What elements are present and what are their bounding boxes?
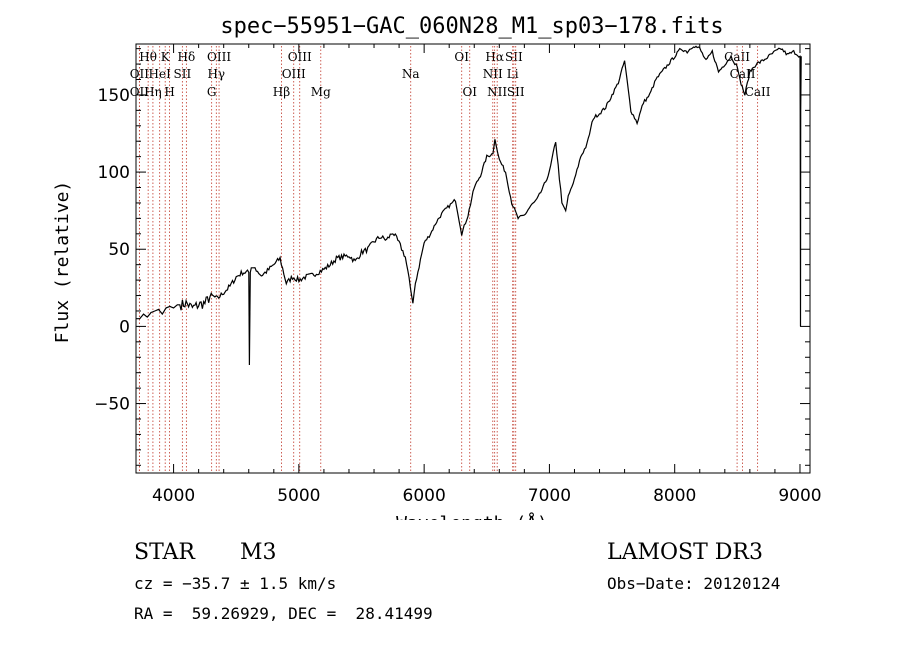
plot-axes: 4000 5000 6000 7000 8000 9000 −50 0 50 100 150 [94, 43, 822, 506]
line-label-9: OIII [207, 50, 231, 64]
x-tick-label-3: 7000 [528, 486, 571, 506]
line-label-4: Hη [144, 85, 162, 99]
y-axis-label: Flux (relative) [52, 181, 73, 344]
line-label-23: Li [507, 67, 519, 81]
line-label-18: OI [462, 85, 477, 99]
line-label-14: OIII [282, 67, 306, 81]
line-label-27: CaII [745, 85, 771, 99]
line-label-11: G [207, 85, 217, 99]
line-label-6: H [164, 85, 174, 99]
plot-frame [135, 43, 811, 474]
object-class: STAR [134, 540, 195, 565]
object-subclass: M3 [240, 540, 277, 565]
observation-date: Obs−Date: 20120124 [607, 574, 781, 593]
spectrum-line [136, 45, 802, 366]
y-tick-label-1: 0 [119, 317, 130, 337]
line-label-2: OII [130, 85, 150, 99]
line-label-0: Hθ [139, 50, 157, 64]
x-tick-label-1: 5000 [277, 486, 320, 506]
y-tick-label-4: 150 [98, 86, 130, 106]
line-label-10: Hγ [207, 67, 225, 81]
x-tick-label-5: 9000 [778, 486, 821, 506]
redshift-value: cz = −35.7 ± 1.5 km/s [134, 574, 337, 593]
line-label-15: Mg [311, 85, 331, 99]
y-tick-label-2: 50 [108, 240, 130, 260]
line-label-22: SII [505, 50, 523, 64]
line-label-3: HeI [149, 67, 172, 81]
line-label-21: NII [487, 85, 507, 99]
line-label-25: CaII [724, 50, 750, 64]
coordinates: RA = 59.26929, DEC = 28.41499 [134, 604, 433, 623]
x-axis-label: Wavelength (Å) [396, 512, 548, 520]
line-label-24: SII [507, 85, 525, 99]
line-label-5: K [161, 50, 171, 64]
line-label-17: OI [454, 50, 469, 64]
survey-name: LAMOST DR3 [607, 540, 763, 565]
y-tick-label-3: 100 [98, 163, 130, 183]
x-tick-label-0: 4000 [152, 486, 195, 506]
line-label-20: NII [483, 67, 503, 81]
line-label-13: OIII [288, 50, 312, 64]
chart-title: spec−55951−GAC_060N28_M1_sp03−178.fits [220, 14, 723, 39]
spectrum-chart: spec−55951−GAC_060N28_M1_sp03−178.fits H… [52, 14, 822, 520]
x-tick-label-4: 8000 [653, 486, 696, 506]
line-label-12: Hβ [273, 85, 290, 99]
line-label-16: Na [402, 67, 420, 81]
line-label-7: SII [174, 67, 192, 81]
y-tick-label-0: −50 [94, 395, 130, 415]
line-label-19: Hα [485, 50, 504, 64]
line-label-8: Hδ [178, 50, 196, 64]
x-tick-label-2: 6000 [403, 486, 446, 506]
